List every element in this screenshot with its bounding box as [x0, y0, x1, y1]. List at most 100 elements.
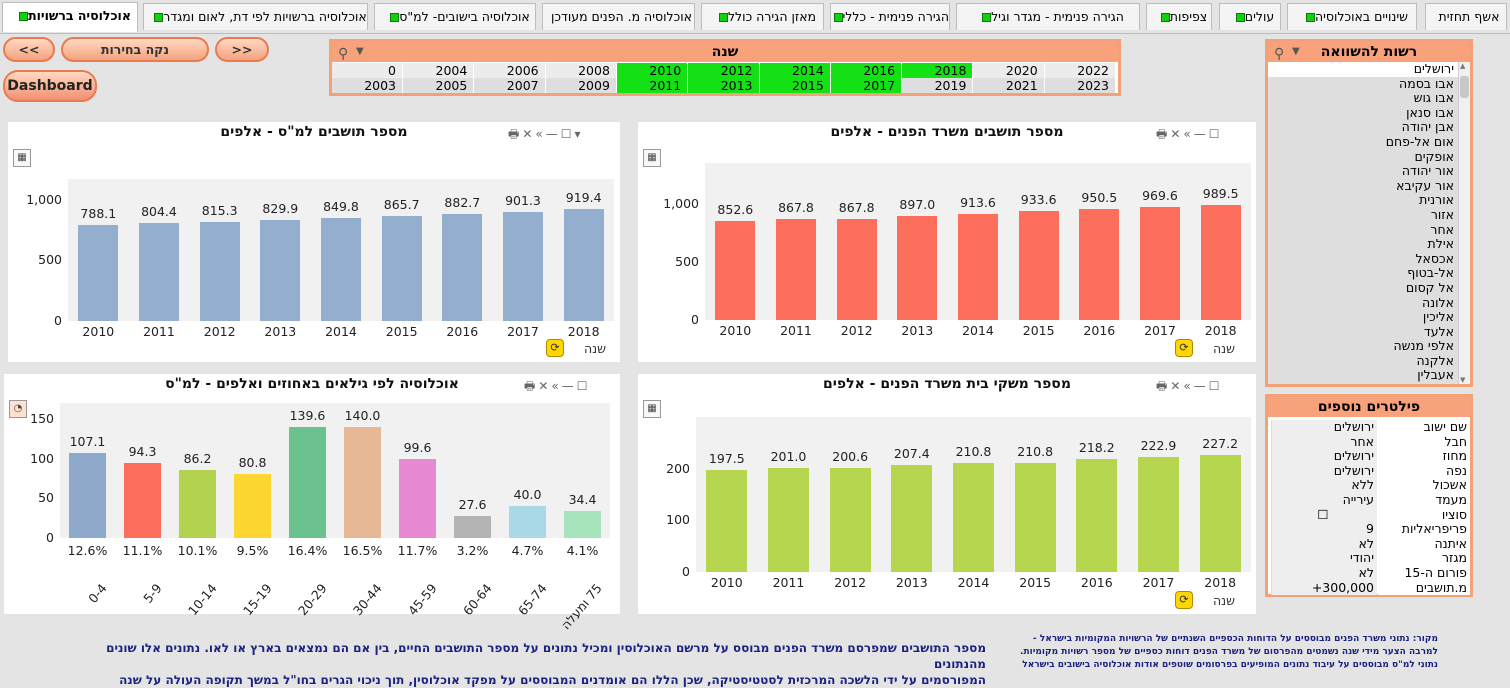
- list-item[interactable]: אעבלין: [1417, 367, 1454, 383]
- list-item[interactable]: אבו בסמה: [1399, 75, 1454, 91]
- list-item[interactable]: אור עקיבא: [1396, 177, 1454, 193]
- maximize-icon[interactable]: ☐: [1208, 127, 1223, 141]
- list-item[interactable]: אליכין: [1422, 309, 1454, 325]
- scroll-down-icon[interactable]: ▼: [1460, 376, 1466, 384]
- clear-icon[interactable]: ✕: [538, 379, 552, 393]
- minimize-icon[interactable]: —: [561, 379, 577, 393]
- bar[interactable]: [1018, 211, 1059, 320]
- tab-5[interactable]: הגירה פנימית - כללי: [830, 3, 950, 30]
- chart-type-icon[interactable]: ▦: [13, 149, 31, 167]
- menu-chevron-icon[interactable]: ▾: [574, 127, 584, 141]
- filter-row[interactable]: מחוז▼ירושלים: [1271, 449, 1470, 464]
- list-item[interactable]: אזור: [1430, 206, 1454, 222]
- clear-selections-button[interactable]: נקה בחירות: [61, 37, 209, 62]
- collapse-icon[interactable]: «: [535, 127, 546, 141]
- year-cell[interactable]: 2016: [830, 63, 902, 78]
- bar[interactable]: [563, 209, 604, 321]
- collapse-icon[interactable]: «: [1183, 127, 1194, 141]
- maximize-icon[interactable]: ☐: [560, 127, 575, 141]
- clear-icon[interactable]: ✕: [522, 127, 536, 141]
- year-cell[interactable]: 0: [331, 63, 402, 78]
- pie-chart-icon[interactable]: ◔: [9, 400, 27, 418]
- bar[interactable]: [957, 213, 998, 320]
- bar[interactable]: [179, 469, 216, 538]
- year-cell[interactable]: 2013: [688, 78, 759, 93]
- year-cell[interactable]: 2011: [616, 78, 688, 93]
- list-item[interactable]: אופקים: [1414, 148, 1454, 164]
- collapse-icon[interactable]: «: [551, 379, 562, 393]
- list-item[interactable]: ירושלים: [1268, 62, 1458, 77]
- bar[interactable]: [1139, 207, 1180, 320]
- cycle-dimension-icon[interactable]: ⟳: [1175, 339, 1193, 357]
- bar[interactable]: [1200, 204, 1241, 320]
- list-item[interactable]: אילת: [1427, 236, 1454, 252]
- scroll-up-icon[interactable]: ▲: [1460, 62, 1466, 70]
- filter-row[interactable]: מ.תושבים▼300,000+: [1271, 580, 1470, 596]
- bar[interactable]: [897, 215, 938, 320]
- list-item[interactable]: אור יהודה: [1401, 163, 1454, 179]
- list-item[interactable]: אלעד: [1423, 323, 1454, 339]
- year-cell[interactable]: 2010: [616, 63, 688, 78]
- bar[interactable]: [768, 468, 809, 572]
- year-cell[interactable]: 2015: [759, 78, 830, 93]
- scrollbar-thumb[interactable]: [1460, 76, 1469, 98]
- bar[interactable]: [138, 223, 179, 321]
- chevron-down-icon[interactable]: ▼: [356, 46, 364, 57]
- year-cell[interactable]: 2014: [759, 63, 830, 78]
- chart-type-icon[interactable]: ▦: [643, 400, 661, 418]
- year-cell[interactable]: 2009: [545, 78, 616, 93]
- minimize-icon[interactable]: —: [1193, 127, 1209, 141]
- search-icon[interactable]: ⚲: [338, 46, 349, 62]
- forward-button[interactable]: >>: [215, 37, 269, 62]
- dashboard-button[interactable]: Dashboard: [3, 70, 97, 102]
- bar[interactable]: [320, 217, 361, 321]
- filter-row[interactable]: מעמד▼עירייה: [1271, 492, 1470, 508]
- list-item[interactable]: אבו גוש: [1413, 90, 1454, 106]
- tab-0[interactable]: אשף תחזית: [1425, 3, 1507, 30]
- filter-row[interactable]: אשכול▼ללא: [1271, 478, 1470, 493]
- year-cell[interactable]: 2012: [688, 63, 759, 78]
- print-icon[interactable]: 🖶: [1156, 127, 1171, 141]
- bar[interactable]: [715, 220, 756, 320]
- year-cell[interactable]: 2019: [902, 78, 973, 93]
- tab-1[interactable]: שינויים באוכלוסיה: [1287, 3, 1417, 30]
- bar[interactable]: [344, 426, 381, 538]
- bar[interactable]: [289, 427, 326, 538]
- list-item[interactable]: אלונה: [1421, 294, 1454, 310]
- tab-3[interactable]: צפיפות: [1146, 3, 1212, 30]
- maximize-icon[interactable]: ☐: [1208, 379, 1223, 393]
- filter-row[interactable]: נפה▼ירושלים: [1271, 463, 1470, 479]
- bar[interactable]: [381, 215, 422, 321]
- year-cell[interactable]: 2007: [474, 78, 545, 93]
- bar[interactable]: [442, 213, 483, 321]
- list-item[interactable]: אל-בטוף: [1407, 265, 1454, 281]
- bar[interactable]: [891, 464, 933, 572]
- filter-row[interactable]: שם ישוב▼ירושלים: [1271, 419, 1470, 435]
- filter-row[interactable]: מגזר▼יהודי: [1271, 551, 1470, 566]
- bar[interactable]: [399, 458, 436, 538]
- clear-icon[interactable]: ✕: [1170, 379, 1184, 393]
- list-scrollbar[interactable]: ▲ ▼: [1458, 62, 1470, 384]
- minimize-icon[interactable]: —: [545, 127, 561, 141]
- bar[interactable]: [509, 506, 546, 538]
- year-cell[interactable]: 2018: [902, 63, 973, 78]
- back-button[interactable]: <<: [3, 37, 55, 62]
- bar[interactable]: [124, 463, 161, 538]
- bar[interactable]: [1076, 459, 1118, 572]
- tab-6[interactable]: מאזן הגירה כולל: [701, 3, 824, 30]
- list-item[interactable]: אבו סנאן: [1406, 104, 1454, 120]
- tab-9[interactable]: אוכלוסיה ברשויות לפי דת, לאום ומגדר: [143, 3, 368, 30]
- bar[interactable]: [199, 222, 240, 321]
- year-cell[interactable]: 2022: [1044, 63, 1115, 78]
- tab-10[interactable]: אוכלוסיה ברשויות: [2, 2, 138, 32]
- tab-7[interactable]: אוכלוסיה מ. הפנים מעודכן: [542, 3, 695, 30]
- list-item[interactable]: אלקנה: [1416, 352, 1455, 368]
- year-cell[interactable]: 2003: [331, 78, 402, 93]
- bar[interactable]: [260, 220, 301, 321]
- search-icon[interactable]: ⚲: [1274, 46, 1285, 62]
- chart-type-icon[interactable]: ▦: [643, 149, 661, 167]
- bar[interactable]: [836, 219, 877, 320]
- bar[interactable]: [1014, 463, 1056, 572]
- year-cell[interactable]: 2005: [403, 78, 474, 93]
- print-icon[interactable]: 🖶: [508, 127, 523, 141]
